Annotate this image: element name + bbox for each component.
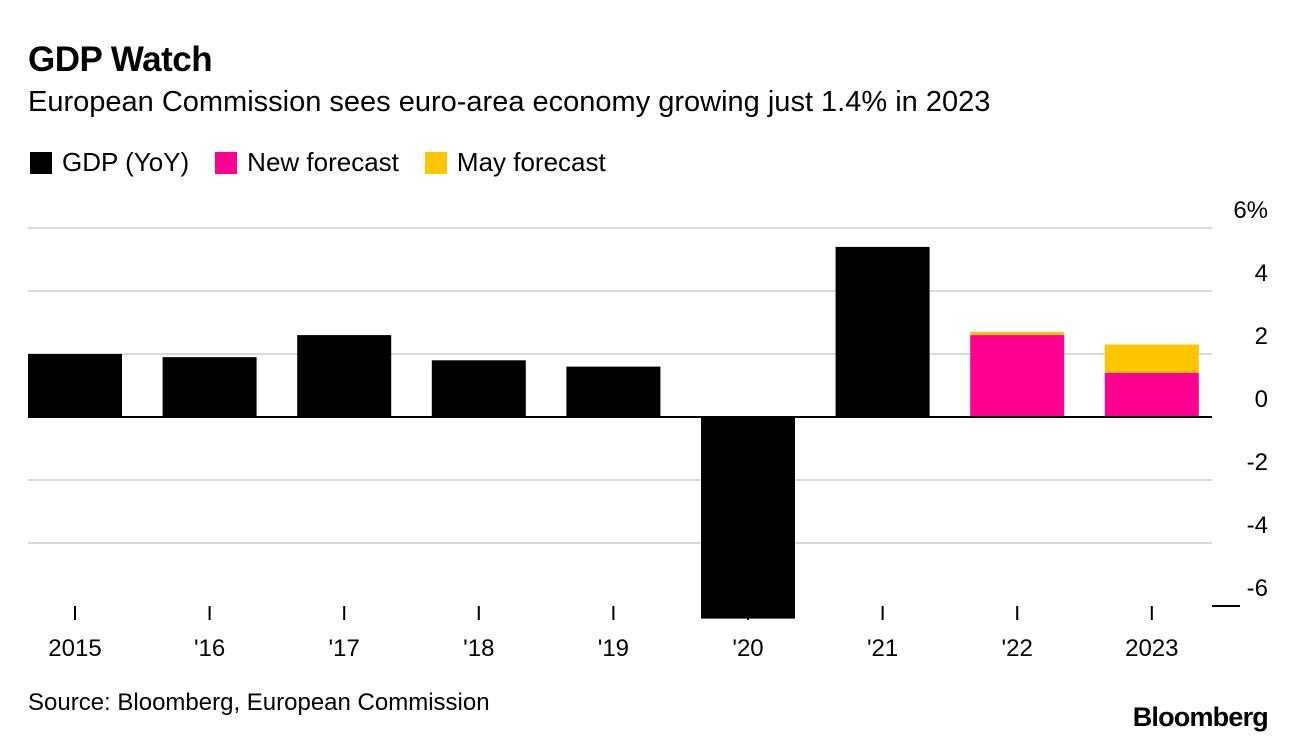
bar-may-forecast-22 xyxy=(970,331,1065,336)
y-tick-label-6: -6 xyxy=(1247,575,1268,602)
bar-may-forecast-2023 xyxy=(1104,344,1199,373)
x-tick-label-22: '22 xyxy=(1002,635,1033,662)
legend-item-new-forecast: New forecast xyxy=(215,147,399,178)
legend-label-gdp: GDP (YoY) xyxy=(62,147,190,177)
x-tick-label-17: '17 xyxy=(329,635,360,662)
y-tick-label-4: 4 xyxy=(1255,260,1268,287)
x-tick-label-19: '19 xyxy=(598,635,629,662)
y-tick-label-4: -4 xyxy=(1247,512,1268,539)
chart-title: GDP Watch xyxy=(28,40,213,79)
bar-gdp-2015 xyxy=(28,354,122,417)
legend-item-may-forecast: May forecast xyxy=(424,147,606,178)
bar-gdp-21 xyxy=(835,246,930,417)
legend: GDP (YoY) New forecast May forecast xyxy=(30,147,606,178)
source-note: Source: Bloomberg, European Commission xyxy=(28,689,490,716)
x-tick-label-16: '16 xyxy=(194,635,225,662)
legend-label-may-forecast: May forecast xyxy=(456,147,606,177)
bar-new-forecast-2023 xyxy=(1104,372,1199,417)
bar-gdp-20 xyxy=(701,417,795,619)
legend-swatch-gdp xyxy=(30,151,52,174)
legend-swatch-may-forecast xyxy=(424,151,447,174)
x-tick-label-21: '21 xyxy=(867,635,898,662)
y-tick-label-2: 2 xyxy=(1255,323,1268,350)
legend-label-new-forecast: New forecast xyxy=(247,147,399,177)
x-tick-label-2023: 2023 xyxy=(1125,635,1178,662)
y-tick-label-2: -2 xyxy=(1247,449,1268,476)
bar-gdp-19 xyxy=(566,366,661,417)
bar-gdp-17 xyxy=(297,335,392,417)
legend-item-gdp: GDP (YoY) xyxy=(30,147,189,178)
y-tick-label-6: 6% xyxy=(1233,197,1268,224)
bar-gdp-18 xyxy=(431,360,526,417)
bar-gdp-16 xyxy=(162,357,257,417)
x-tick-label-2015: 2015 xyxy=(48,635,101,662)
legend-swatch-new-forecast xyxy=(215,151,238,174)
y-tick-label-0: 0 xyxy=(1255,386,1268,413)
bloomberg-logo: Bloomberg xyxy=(1132,702,1269,732)
x-tick-label-18: '18 xyxy=(463,635,494,662)
bar-new-forecast-22 xyxy=(970,335,1065,417)
x-tick-label-20: '20 xyxy=(732,635,763,662)
chart-subtitle: European Commission sees euro-area econo… xyxy=(28,86,991,118)
